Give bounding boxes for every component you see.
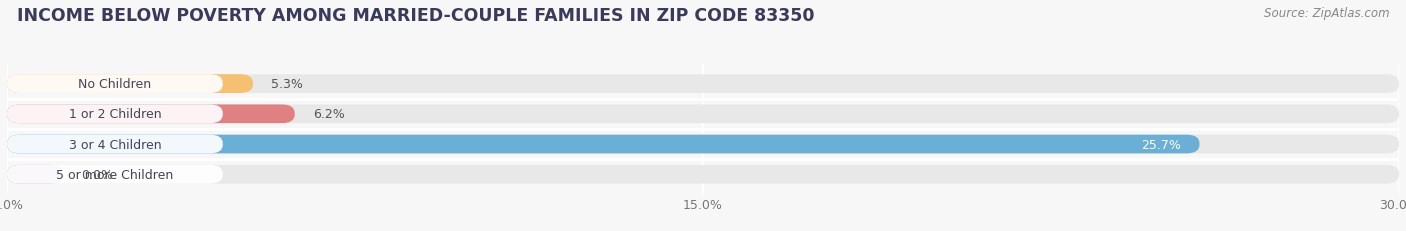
FancyBboxPatch shape bbox=[7, 75, 1399, 94]
Text: INCOME BELOW POVERTY AMONG MARRIED-COUPLE FAMILIES IN ZIP CODE 83350: INCOME BELOW POVERTY AMONG MARRIED-COUPL… bbox=[17, 7, 814, 25]
Text: 5 or more Children: 5 or more Children bbox=[56, 168, 173, 181]
FancyBboxPatch shape bbox=[7, 75, 222, 94]
FancyBboxPatch shape bbox=[7, 135, 1399, 154]
Text: 5.3%: 5.3% bbox=[271, 78, 304, 91]
FancyBboxPatch shape bbox=[7, 165, 1399, 184]
Text: 0.0%: 0.0% bbox=[82, 168, 114, 181]
FancyBboxPatch shape bbox=[7, 105, 295, 124]
FancyBboxPatch shape bbox=[7, 105, 222, 124]
Text: 1 or 2 Children: 1 or 2 Children bbox=[69, 108, 162, 121]
FancyBboxPatch shape bbox=[7, 105, 1399, 124]
FancyBboxPatch shape bbox=[7, 165, 63, 184]
FancyBboxPatch shape bbox=[7, 75, 253, 94]
FancyBboxPatch shape bbox=[7, 135, 1199, 154]
Text: 25.7%: 25.7% bbox=[1142, 138, 1181, 151]
Text: Source: ZipAtlas.com: Source: ZipAtlas.com bbox=[1264, 7, 1389, 20]
Text: No Children: No Children bbox=[79, 78, 152, 91]
FancyBboxPatch shape bbox=[7, 135, 222, 154]
FancyBboxPatch shape bbox=[7, 165, 222, 184]
Text: 6.2%: 6.2% bbox=[314, 108, 344, 121]
Text: 3 or 4 Children: 3 or 4 Children bbox=[69, 138, 162, 151]
